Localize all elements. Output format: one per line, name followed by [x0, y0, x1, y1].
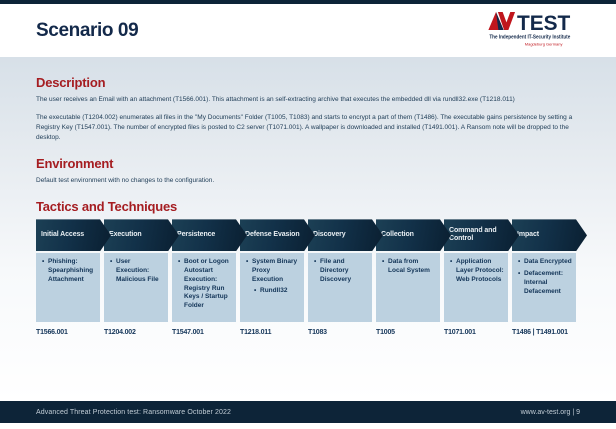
technique-item: Data from Local System — [381, 258, 437, 276]
tactic-header: Impact — [512, 219, 587, 252]
tactic-header: Persistence — [172, 219, 247, 252]
sub-technique-item: Rundll32 — [253, 287, 301, 296]
technique-item: Phishing: Spearphishing Attachment — [41, 258, 97, 284]
technique-id: T1547.001 — [172, 329, 204, 337]
technique-label: System Binary Proxy Execution — [252, 258, 298, 283]
technique-item: User Execution: Malicious File — [109, 258, 165, 284]
tactics-grid: Initial Access Phishing: Spearphishing A… — [36, 219, 587, 337]
environment-text: Default test environment with no changes… — [36, 177, 215, 185]
footer-website-link[interactable]: www.av-test.org | 9 — [520, 408, 580, 416]
footer-report-title: Advanced Threat Protection test: Ransomw… — [36, 408, 231, 416]
tactic-header-label: Discovery — [308, 219, 383, 252]
tactic-column-execution: Execution User Execution: Malicious File… — [104, 219, 179, 337]
tactic-header: Defense Evasion — [240, 219, 315, 252]
technique-box: File and Directory Discovery — [308, 253, 372, 323]
environment-heading: Environment — [36, 156, 114, 172]
technique-box: Application Layer Protocol: Web Protocol… — [444, 253, 508, 323]
technique-item: Data Encrypted — [517, 258, 573, 267]
tactic-header-label: Collection — [376, 219, 451, 252]
description-paragraph-1: The user receives an Email with an attac… — [36, 96, 515, 103]
tactics-heading: Tactics and Techniques — [36, 199, 178, 215]
technique-item: Boot or Logon Autostart Execution: Regis… — [177, 258, 233, 311]
tactic-header-label: Impact — [512, 219, 587, 252]
tactic-column-initial-access: Initial Access Phishing: Spearphishing A… — [36, 219, 111, 337]
av-logo-glyph — [488, 11, 516, 30]
technique-id: T1218.011 — [240, 329, 272, 337]
tactic-header: Execution — [104, 219, 179, 252]
technique-box: User Execution: Malicious File — [104, 253, 168, 323]
tactic-column-defense-evasion: Defense Evasion System Binary Proxy Exec… — [240, 219, 315, 337]
technique-id: T1486 | T1491.001 — [512, 329, 568, 337]
tactic-header-label: Command and Control — [444, 219, 519, 252]
technique-id: T1083 — [308, 329, 327, 337]
tactic-header-label: Execution — [104, 219, 179, 252]
technique-box: Data Encrypted Defacement: Internal Defa… — [512, 253, 576, 323]
description-heading: Description — [36, 75, 106, 90]
logo-location: Magdeburg Germany — [525, 41, 563, 46]
tactic-header-label: Defense Evasion — [240, 219, 315, 252]
technique-box: Boot or Logon Autostart Execution: Regis… — [172, 253, 236, 323]
technique-item: File and Directory Discovery — [313, 258, 369, 284]
tactic-header: Collection — [376, 219, 451, 252]
technique-id: T1566.001 — [36, 329, 68, 337]
tactic-header-label: Initial Access — [36, 219, 111, 252]
description-paragraph-2: The executable (T1204.002) enumerates al… — [36, 114, 573, 142]
logo-brand-text: TEST — [517, 12, 571, 35]
tactic-column-discovery: Discovery File and Directory Discovery T… — [308, 219, 383, 337]
avtest-logo: TEST The Independent IT-Security Institu… — [486, 11, 586, 51]
tactic-column-impact: Impact Data Encrypted Defacement: Intern… — [512, 219, 587, 337]
tactic-column-command-and-control: Command and Control Application Layer Pr… — [444, 219, 519, 337]
top-accent-bar — [0, 0, 616, 4]
technique-id: T1204.002 — [104, 329, 136, 337]
page-footer: Advanced Threat Protection test: Ransomw… — [0, 401, 616, 423]
technique-box: Data from Local System — [376, 253, 440, 323]
logo-tagline: The Independent IT-Security Institute — [489, 34, 570, 40]
technique-box: Phishing: Spearphishing Attachment — [36, 253, 100, 323]
tactic-column-persistence: Persistence Boot or Logon Autostart Exec… — [172, 219, 247, 337]
tactic-column-collection: Collection Data from Local System T1005 — [376, 219, 451, 337]
page-body: Description The user receives an Email w… — [0, 57, 616, 401]
tactic-header: Initial Access — [36, 219, 111, 252]
tactic-header: Command and Control — [444, 219, 519, 252]
technique-id: T1005 — [376, 329, 395, 337]
technique-item: System Binary Proxy Execution Rundll32 — [245, 258, 301, 295]
tactic-header: Discovery — [308, 219, 383, 252]
page-header: Scenario 09 TEST The Independent IT-Secu… — [0, 4, 616, 57]
technique-id: T1071.001 — [444, 329, 476, 337]
page-title: Scenario 09 — [36, 19, 139, 41]
technique-box: System Binary Proxy Execution Rundll32 — [240, 253, 304, 323]
technique-item: Application Layer Protocol: Web Protocol… — [449, 258, 505, 284]
tactic-header-label: Persistence — [172, 219, 247, 252]
technique-item: Defacement: Internal Defacement — [517, 270, 573, 296]
